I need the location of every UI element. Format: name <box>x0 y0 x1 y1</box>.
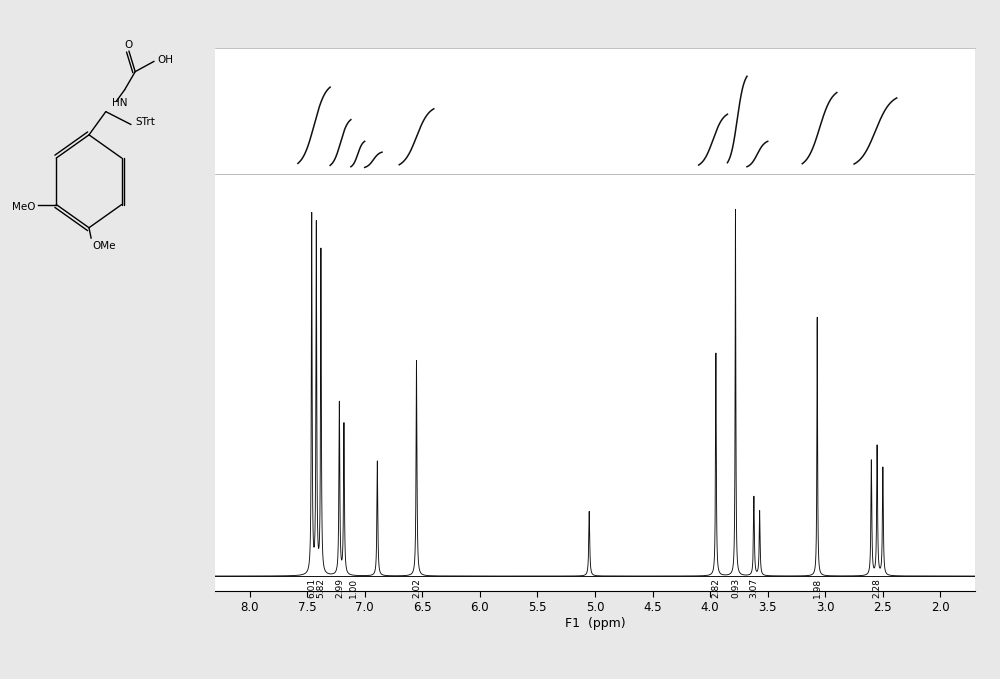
Text: HN: HN <box>112 98 128 108</box>
Text: OMe: OMe <box>92 240 116 251</box>
Text: 1.00: 1.00 <box>349 578 358 598</box>
X-axis label: F1  (ppm): F1 (ppm) <box>565 617 625 630</box>
Text: STrt: STrt <box>135 117 155 127</box>
Text: MeO: MeO <box>12 202 35 212</box>
Text: 5.82: 5.82 <box>316 578 325 598</box>
Text: 6.01: 6.01 <box>307 578 316 598</box>
Text: O: O <box>125 39 133 50</box>
Text: 2.82: 2.82 <box>711 578 720 598</box>
Text: 0.93: 0.93 <box>731 578 740 598</box>
Text: 1.98: 1.98 <box>813 578 822 598</box>
Text: OH: OH <box>157 55 173 65</box>
Text: 2.99: 2.99 <box>335 578 344 598</box>
Text: 2.02: 2.02 <box>412 578 421 598</box>
Text: 2.28: 2.28 <box>873 578 882 598</box>
Text: 3.07: 3.07 <box>749 578 758 598</box>
